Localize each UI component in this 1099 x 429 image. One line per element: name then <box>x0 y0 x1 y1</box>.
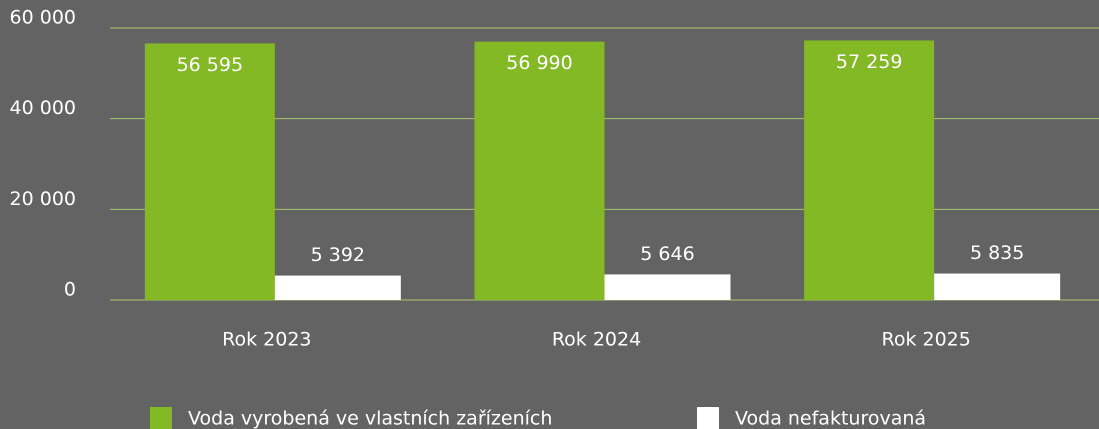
bar <box>144 43 275 300</box>
legend-swatch <box>150 407 172 429</box>
data-label: 56 990 <box>506 52 572 74</box>
y-tick-label: 20 000 <box>10 188 76 210</box>
y-tick-label: 60 000 <box>10 7 76 29</box>
legend-label: Voda vyrobená ve vlastních zařízeních <box>188 408 552 429</box>
legend-swatch <box>697 407 719 429</box>
x-tick-label: Rok 2024 <box>552 329 641 351</box>
data-label: 5 835 <box>970 242 1024 264</box>
bar <box>274 275 401 300</box>
bar <box>934 273 1061 300</box>
legend-label: Voda nefakturovaná <box>735 408 926 429</box>
bar <box>604 274 731 300</box>
bar <box>474 41 605 301</box>
data-label: 5 392 <box>311 244 365 266</box>
x-tick-label: Rok 2023 <box>222 329 311 351</box>
x-tick-label: Rok 2025 <box>881 329 970 351</box>
y-tick-label: 40 000 <box>10 97 76 119</box>
data-label: 57 259 <box>836 51 902 73</box>
bar <box>804 40 935 300</box>
data-label: 56 595 <box>177 54 243 76</box>
y-tick-label: 0 <box>64 279 76 301</box>
data-label: 5 646 <box>640 243 694 265</box>
